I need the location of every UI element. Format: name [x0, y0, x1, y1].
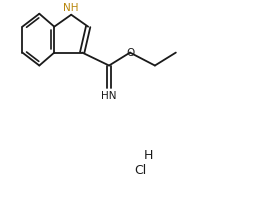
Text: HN: HN: [101, 91, 117, 101]
Text: Cl: Cl: [134, 164, 146, 177]
Text: H: H: [143, 149, 153, 162]
Text: O: O: [126, 48, 134, 58]
Text: NH: NH: [63, 3, 79, 13]
